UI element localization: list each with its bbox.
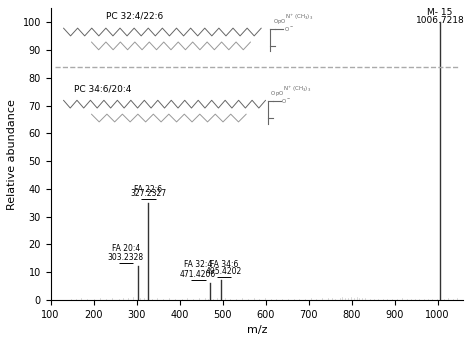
Text: 327.2327: 327.2327 [130,189,166,198]
Text: FA 20:4: FA 20:4 [112,244,140,253]
Text: $\mathsf{O^-}$: $\mathsf{O^-}$ [283,25,293,33]
Text: O: O [273,19,278,24]
Text: $\mathsf{N^+}$(CH$_3$)$_3$: $\mathsf{N^+}$(CH$_3$)$_3$ [285,12,313,22]
Text: 471.4206: 471.4206 [180,270,216,279]
Text: P: P [275,92,279,97]
Text: 495.4202: 495.4202 [206,267,242,276]
Text: 303.2328: 303.2328 [108,253,144,262]
Text: PC 32:4/22:6: PC 32:4/22:6 [107,12,164,21]
Text: $\mathsf{N^+}$(CH$_3$)$_3$: $\mathsf{N^+}$(CH$_3$)$_3$ [283,84,311,94]
Y-axis label: Relative abundance: Relative abundance [7,98,17,210]
Text: 1006.7218: 1006.7218 [416,16,465,25]
Text: O: O [271,91,275,96]
Text: O: O [279,91,283,96]
Text: M- 15: M- 15 [428,8,453,17]
Text: FA 22:6: FA 22:6 [134,185,163,194]
X-axis label: m/z: m/z [247,325,267,335]
Text: FA 32:4: FA 32:4 [184,260,212,269]
Text: PC 34:6/20:4: PC 34:6/20:4 [74,84,132,93]
Text: O: O [281,19,285,24]
Text: $\mathsf{O^-}$: $\mathsf{O^-}$ [282,97,292,105]
Text: P: P [278,20,281,25]
Text: FA 34:6: FA 34:6 [210,260,238,269]
